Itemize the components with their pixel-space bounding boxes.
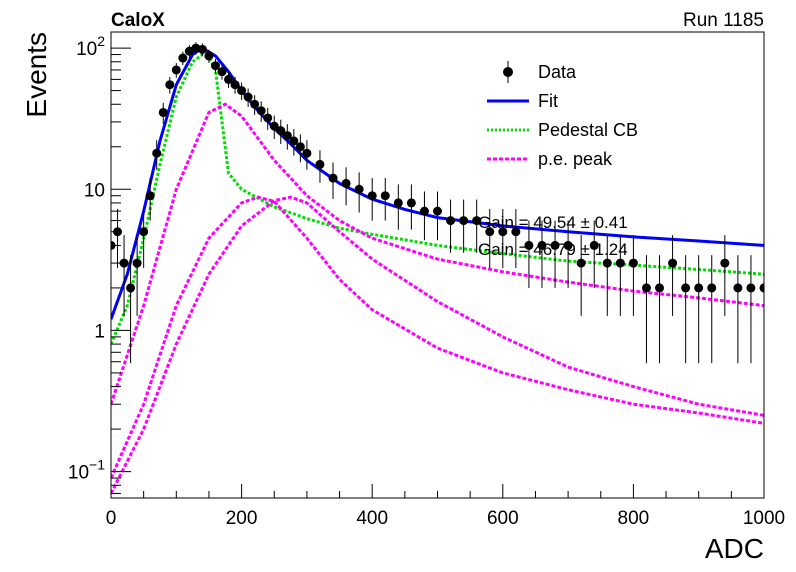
data-point — [152, 148, 162, 158]
data-point — [341, 178, 351, 188]
data-point — [641, 283, 651, 293]
data-point — [302, 148, 312, 158]
data-point — [550, 240, 560, 250]
data-point — [485, 227, 495, 237]
x-tick-label: 1000 — [743, 508, 785, 529]
data-point — [256, 106, 266, 116]
data-point — [217, 67, 227, 77]
data-point — [537, 240, 547, 250]
legend-label: Fit — [538, 91, 558, 111]
data-point — [668, 258, 678, 268]
data-point — [295, 142, 305, 152]
data-point — [524, 240, 534, 250]
data-point — [119, 258, 129, 268]
series-line — [111, 52, 764, 345]
data-point — [132, 258, 142, 268]
data-point — [406, 198, 416, 208]
data-point — [393, 198, 403, 208]
data-point — [263, 113, 273, 123]
legend-marker — [503, 67, 513, 77]
y-tick-label: 102 — [76, 33, 105, 60]
data-point — [165, 80, 175, 90]
y-tick-label: 1 — [94, 321, 105, 342]
series-line — [111, 46, 764, 320]
data-point — [655, 283, 665, 293]
data-point — [628, 258, 638, 268]
x-tick-label: 200 — [226, 508, 258, 529]
data-point — [419, 206, 429, 216]
experiment-label: CaloX — [111, 10, 165, 31]
data-point — [126, 283, 136, 293]
data-point — [224, 74, 234, 84]
legend-label: Pedestal CB — [538, 120, 638, 140]
run-label: Run 1185 — [683, 10, 764, 31]
annotations-layer: Gain = 49.54 ± 0.41 Gain = 46.79 ± 1.24 — [478, 213, 628, 259]
series-line — [111, 195, 764, 495]
legend-label: p.e. peak — [538, 149, 613, 169]
data-point — [472, 216, 482, 226]
data-point — [315, 159, 325, 169]
data-point — [276, 126, 286, 136]
data-point — [720, 258, 730, 268]
gain-annotation: Gain = 49.54 ± 0.41 — [478, 213, 628, 232]
data-point — [210, 61, 220, 71]
y-axis: 10−1 1 10 102 — [68, 33, 131, 494]
data-point — [446, 216, 456, 226]
data-point — [139, 227, 149, 237]
x-tick-label: 600 — [487, 508, 519, 529]
data-point — [707, 283, 717, 293]
data-point — [178, 53, 188, 63]
data-point — [746, 283, 756, 293]
x-tick-label: 400 — [356, 508, 388, 529]
legend: Data Fit Pedestal CB p.e. peak — [487, 61, 638, 169]
data-point — [145, 191, 155, 201]
legend-label: Data — [538, 62, 577, 82]
data-point — [237, 86, 247, 96]
data-point — [204, 51, 214, 61]
data-point — [615, 258, 625, 268]
x-tick-label: 0 — [106, 508, 117, 529]
data-point — [289, 136, 299, 146]
y-tick-label: 10−1 — [68, 457, 105, 484]
data-point — [230, 80, 240, 90]
data-point — [380, 191, 390, 201]
plot-frame — [110, 31, 765, 499]
data-point — [733, 283, 743, 293]
data-point — [433, 206, 442, 216]
data-point — [681, 283, 691, 293]
data-point — [694, 283, 704, 293]
data-point — [250, 99, 260, 109]
series-line — [111, 102, 764, 405]
data-point — [498, 227, 508, 237]
data-point — [576, 258, 586, 268]
data-point — [459, 216, 469, 226]
data-point — [602, 258, 612, 268]
data-point — [589, 240, 599, 250]
curves-layer — [111, 46, 764, 495]
data-point — [511, 227, 521, 237]
y-axis-label: Events — [21, 32, 52, 118]
data-point — [328, 173, 338, 183]
gain-annotation: Gain = 46.79 ± 1.24 — [478, 240, 628, 259]
data-point — [243, 92, 253, 102]
x-axis-label: ADC — [705, 533, 764, 564]
data-point — [171, 65, 181, 75]
series-line — [111, 195, 764, 479]
data-points-layer — [111, 42, 764, 364]
y-tick-label: 10 — [84, 180, 105, 201]
x-tick-label: 800 — [618, 508, 650, 529]
data-point — [282, 131, 292, 141]
data-point — [158, 107, 168, 117]
x-axis: 0 200 400 600 800 1000 — [106, 484, 785, 529]
data-point — [563, 240, 573, 250]
data-point — [367, 191, 377, 201]
data-point — [197, 44, 207, 54]
data-point — [354, 184, 364, 194]
data-point — [759, 283, 764, 293]
data-point — [269, 121, 279, 131]
